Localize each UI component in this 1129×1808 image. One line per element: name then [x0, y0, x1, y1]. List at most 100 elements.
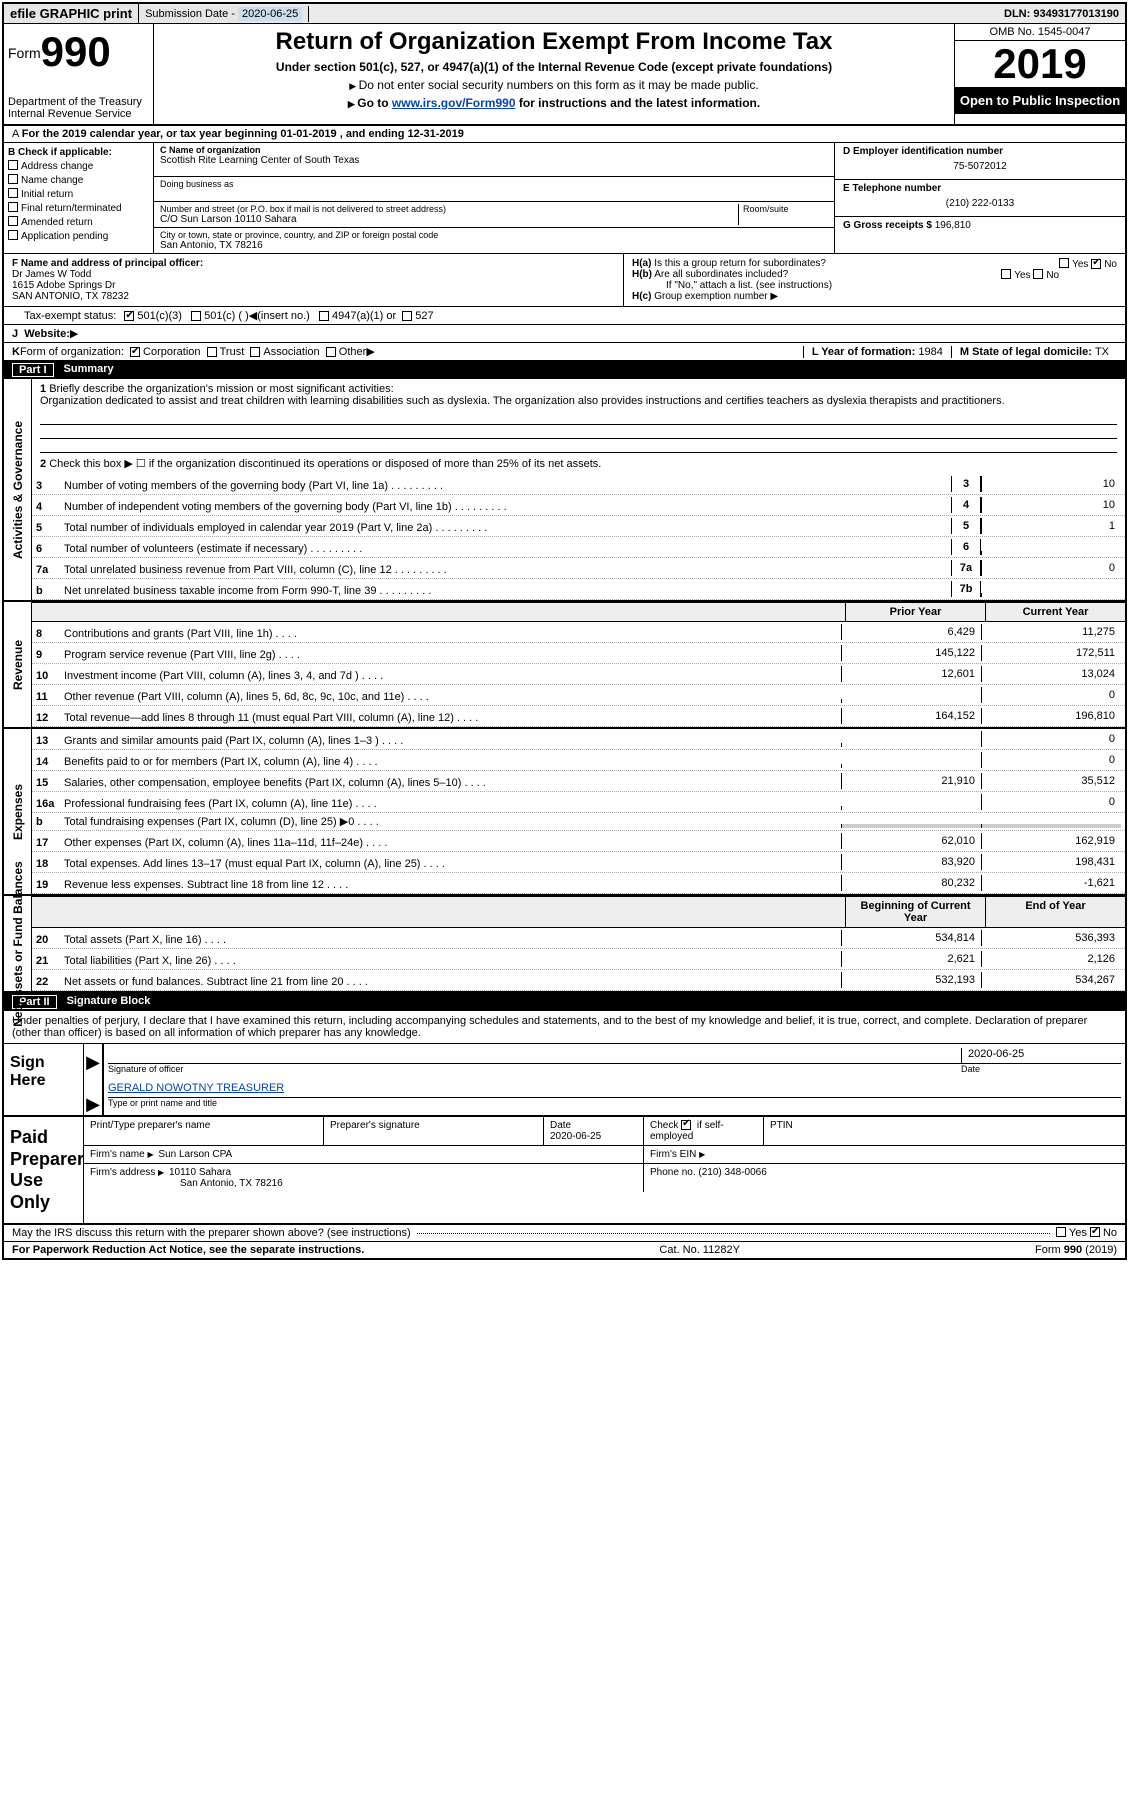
form-id-col: Form990 Department of the Treasury Inter…	[4, 24, 154, 124]
table-row: 20Total assets (Part X, line 16) . . . .…	[32, 928, 1125, 949]
dba-box: Doing business as	[154, 177, 835, 202]
form-990-page: efile GRAPHIC print Submission Date - 20…	[2, 2, 1127, 1260]
preparer-section: Paid Preparer Use Only Print/Type prepar…	[4, 1117, 1125, 1225]
group-governance: Activities & Governance 1 Briefly descri…	[4, 379, 1125, 602]
table-row: 5Total number of individuals employed in…	[32, 516, 1125, 537]
chk-discuss-no[interactable]	[1090, 1227, 1100, 1237]
chk-final[interactable]: Final return/terminated	[8, 202, 149, 214]
form-title: Return of Organization Exempt From Incom…	[162, 28, 946, 56]
chk-discuss-yes[interactable]	[1056, 1227, 1066, 1237]
sign-body: 2020-06-25 Signature of officerDate GERA…	[104, 1044, 1125, 1115]
row-a: A For the 2019 calendar year, or tax yea…	[4, 126, 1125, 143]
topbar: efile GRAPHIC print Submission Date - 20…	[4, 4, 1125, 24]
line-2: 2 Check this box ▶ ☐ if the organization…	[32, 453, 1125, 474]
chk-address[interactable]: Address change	[8, 160, 149, 172]
footer: For Paperwork Reduction Act Notice, see …	[4, 1242, 1125, 1258]
col-d: D Employer identification number 75-5072…	[835, 143, 1125, 253]
chk-initial[interactable]: Initial return	[8, 188, 149, 200]
h-a: H(a) Is this a group return for subordin…	[632, 258, 1117, 269]
omb-number: OMB No. 1545-0047	[955, 24, 1125, 41]
line-1: 1 Briefly describe the organization's mi…	[32, 379, 1125, 411]
h-b-note: If "No," attach a list. (see instruction…	[632, 280, 1117, 291]
chk-other[interactable]	[326, 347, 336, 357]
h-b: H(b) Are all subordinates included? Yes …	[632, 269, 1117, 280]
table-row: bNet unrelated business taxable income f…	[32, 579, 1125, 600]
year-col: OMB No. 1545-0047 2019 Open to Public In…	[955, 24, 1125, 124]
side-revenue: Revenue	[4, 602, 32, 727]
table-row: 10Investment income (Part VIII, column (…	[32, 664, 1125, 685]
table-row: 16aProfessional fundraising fees (Part I…	[32, 792, 1125, 813]
chk-501c[interactable]	[191, 311, 201, 321]
table-row: 13Grants and similar amounts paid (Part …	[32, 729, 1125, 750]
table-row: 14Benefits paid to or for members (Part …	[32, 750, 1125, 771]
instructions-link[interactable]: www.irs.gov/Form990	[392, 96, 516, 110]
tax-exempt-row: Tax-exempt status: 501(c)(3) 501(c) ( ) …	[4, 307, 1125, 325]
addr-box: Number and street (or P.O. box if mail i…	[154, 202, 835, 228]
f-box: F Name and address of principal officer:…	[4, 254, 624, 306]
table-row: 22Net assets or fund balances. Subtract …	[32, 970, 1125, 991]
header-row: Form990 Department of the Treasury Inter…	[4, 24, 1125, 126]
chk-name[interactable]: Name change	[8, 174, 149, 186]
tax-year: 2019	[955, 41, 1125, 87]
sign-section: Sign Here ▶▶ 2020-06-25 Signature of off…	[4, 1043, 1125, 1117]
col-c: C Name of organization Scottish Rite Lea…	[154, 143, 835, 253]
table-row: 12Total revenue—add lines 8 through 11 (…	[32, 706, 1125, 727]
dept-line1: Department of the Treasury	[8, 96, 149, 108]
table-row: 7aTotal unrelated business revenue from …	[32, 558, 1125, 579]
prep-row2: Firm's name Sun Larson CPA Firm's EIN	[84, 1146, 1125, 1164]
group-expenses: Expenses 13Grants and similar amounts pa…	[4, 729, 1125, 896]
f-h-row: F Name and address of principal officer:…	[4, 254, 1125, 307]
website-row: J Website: ▶	[4, 325, 1125, 343]
title-col: Return of Organization Exempt From Incom…	[154, 24, 955, 124]
table-row: 8Contributions and grants (Part VIII, li…	[32, 622, 1125, 643]
org-name-box: C Name of organization Scottish Rite Lea…	[154, 143, 835, 177]
phone-box: E Telephone number (210) 222-0133	[835, 180, 1125, 217]
dln: DLN: 93493177013190	[998, 6, 1125, 22]
subtitle-2: Do not enter social security numbers on …	[162, 78, 946, 92]
officer-sig-line[interactable]: 2020-06-25	[108, 1048, 1121, 1064]
preparer-table: Print/Type preparer's name Preparer's si…	[84, 1117, 1125, 1223]
k-l-m-row: K Form of organization: Corporation Trus…	[4, 343, 1125, 361]
table-row: 17Other expenses (Part IX, column (A), l…	[32, 831, 1125, 852]
chk-527[interactable]	[402, 311, 412, 321]
col-b: B Check if applicable: Address change Na…	[4, 143, 154, 253]
ein-box: D Employer identification number 75-5072…	[835, 143, 1125, 180]
subtitle-1: Under section 501(c), 527, or 4947(a)(1)…	[162, 60, 946, 74]
chk-amended[interactable]: Amended return	[8, 216, 149, 228]
chk-corp[interactable]	[130, 347, 140, 357]
chk-4947[interactable]	[319, 311, 329, 321]
form-number: Form990	[8, 28, 149, 76]
section-bc: B Check if applicable: Address change Na…	[4, 143, 1125, 254]
table-row: 3Number of voting members of the governi…	[32, 474, 1125, 495]
dept-line2: Internal Revenue Service	[8, 108, 149, 120]
gross-box: G Gross receipts $ 196,810	[835, 217, 1125, 234]
chk-selfemp[interactable]	[681, 1120, 691, 1130]
table-row: 6Total number of volunteers (estimate if…	[32, 537, 1125, 558]
group-netassets: Net Assets or Fund Balances Beginning of…	[4, 896, 1125, 993]
h-c: H(c) Group exemption number ▶	[632, 291, 1117, 302]
part2-header: Part II Signature Block	[4, 993, 1125, 1011]
city-box: City or town, state or province, country…	[154, 228, 835, 253]
table-row: 11Other revenue (Part VIII, column (A), …	[32, 685, 1125, 706]
discuss-row: May the IRS discuss this return with the…	[4, 1225, 1125, 1242]
chk-assoc[interactable]	[250, 347, 260, 357]
table-row: 4Number of independent voting members of…	[32, 495, 1125, 516]
declaration: Under penalties of perjury, I declare th…	[4, 1011, 1125, 1043]
prep-row1: Print/Type preparer's name Preparer's si…	[84, 1117, 1125, 1146]
submission-date: Submission Date - 2020-06-25	[139, 6, 309, 22]
officer-name-line: GERALD NOWOTNY TREASURER	[108, 1082, 1121, 1098]
efile-label: efile GRAPHIC print	[4, 4, 139, 23]
table-row: 19Revenue less expenses. Subtract line 1…	[32, 873, 1125, 894]
sign-arrow-icon: ▶▶	[84, 1044, 104, 1115]
chk-trust[interactable]	[207, 347, 217, 357]
preparer-label: Paid Preparer Use Only	[4, 1117, 84, 1223]
table-row: 18Total expenses. Add lines 13–17 (must …	[32, 852, 1125, 873]
b-label: B Check if applicable:	[8, 147, 149, 158]
chk-pending[interactable]: Application pending	[8, 230, 149, 242]
prep-row3: Firm's address 10110 SaharaSan Antonio, …	[84, 1164, 1125, 1192]
chk-501c3[interactable]	[124, 311, 134, 321]
part1-header: Part I Summary	[4, 361, 1125, 379]
sign-here-label: Sign Here	[4, 1044, 84, 1115]
subtitle-3: Go to www.irs.gov/Form990 for instructio…	[162, 96, 946, 110]
table-row: 15Salaries, other compensation, employee…	[32, 771, 1125, 792]
